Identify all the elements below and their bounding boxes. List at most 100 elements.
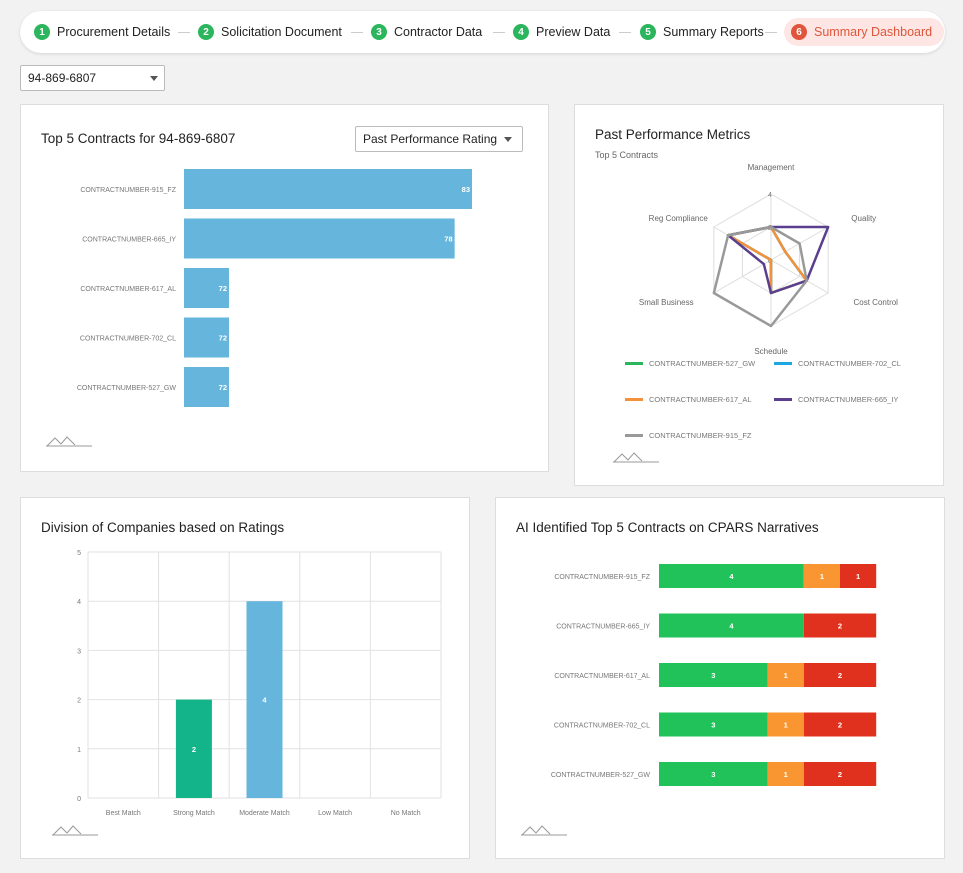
step-separator — [765, 32, 777, 33]
card-title: Past Performance Metrics — [595, 127, 751, 142]
legend-swatch — [774, 362, 792, 365]
step-number: 3 — [371, 24, 387, 40]
chart-logo-icon — [46, 436, 92, 447]
bar-value-label: 72 — [219, 284, 227, 293]
bar-value-label: 3 — [711, 721, 715, 730]
radar-spoke — [713, 259, 772, 294]
legend-item[interactable]: CONTRACTNUMBER-702_CL — [774, 359, 901, 368]
division-companies-card: Division of Companies based on Ratings 0… — [20, 497, 470, 859]
legend-label: CONTRACTNUMBER-702_CL — [798, 359, 901, 368]
uei-select-value: 94-869-6807 — [28, 71, 97, 85]
legend-item[interactable]: CONTRACTNUMBER-665_IY — [774, 395, 898, 404]
y-tick-label: 1 — [77, 747, 81, 754]
radar-axis-label: Cost Control — [854, 298, 899, 307]
chart-logo-icon — [613, 452, 659, 463]
bar-value-label: 2 — [192, 745, 196, 754]
step-number: 1 — [34, 24, 50, 40]
step-number: 2 — [198, 24, 214, 40]
bar-segment — [767, 762, 804, 786]
step-summary-reports[interactable]: 5 Summary Reports — [640, 20, 764, 44]
bar-value-label: 4 — [729, 572, 734, 581]
step-separator — [351, 32, 363, 33]
step-contractor-data[interactable]: 3 Contractor Data — [371, 20, 482, 44]
bar-value-label: 72 — [219, 383, 227, 392]
step-separator — [178, 32, 190, 33]
cpars-narratives-card: AI Identified Top 5 Contracts on CPARS N… — [495, 497, 945, 859]
bar-value-label: 78 — [444, 235, 452, 244]
card-title: Top 5 Contracts for 94-869-6807 — [41, 131, 236, 146]
chart-logo-icon — [521, 825, 567, 836]
step-label: Contractor Data — [394, 25, 483, 39]
bar-value-label: 2 — [838, 721, 842, 730]
bar-segment — [803, 762, 877, 786]
radar-spoke — [770, 259, 829, 294]
card-title: AI Identified Top 5 Contracts on CPARS N… — [516, 520, 819, 535]
step-number: 4 — [513, 24, 529, 40]
step-solicitation-document[interactable]: 2 Solicitation Document — [198, 20, 342, 44]
category-label: CONTRACTNUMBER-617_AL — [554, 673, 650, 680]
legend-item[interactable]: CONTRACTNUMBER-617_AL — [625, 395, 752, 404]
bar — [184, 169, 472, 209]
step-preview-data[interactable]: 4 Preview Data — [513, 20, 610, 44]
legend-swatch — [625, 398, 643, 401]
step-label: Summary Reports — [663, 25, 764, 39]
bar-segment — [803, 613, 877, 638]
step-number: 5 — [640, 24, 656, 40]
x-tick-label: Low Match — [318, 810, 352, 817]
legend-item[interactable]: CONTRACTNUMBER-527_GW — [625, 359, 755, 368]
radar-axis-label: Small Business — [639, 298, 694, 307]
radar-tick-label: 2 — [768, 225, 772, 232]
category-label: CONTRACTNUMBER-665_IY — [556, 624, 650, 631]
step-summary-dashboard[interactable]: 6 Summary Dashboard — [784, 18, 945, 46]
bar-segment — [767, 712, 804, 737]
category-label: CONTRACTNUMBER-915_FZ — [554, 574, 650, 581]
bar-value-label: 2 — [838, 622, 842, 631]
radar-axis-label: Quality — [851, 214, 876, 223]
card-subtitle: Top 5 Contracts — [595, 150, 659, 160]
step-procurement-details[interactable]: 1 Procurement Details — [34, 20, 170, 44]
bar-value-label: 3 — [711, 770, 715, 779]
x-tick-label: No Match — [391, 810, 421, 817]
chart-logo-icon — [52, 825, 98, 836]
legend-item[interactable]: CONTRACTNUMBER-915_FZ — [625, 431, 752, 440]
bar-segment — [803, 564, 840, 588]
metric-select[interactable]: Past Performance Rating — [355, 126, 523, 152]
category-label: CONTRACTNUMBER-665_IY — [82, 237, 176, 244]
legend-label: CONTRACTNUMBER-915_FZ — [649, 431, 752, 440]
bar-segment — [767, 663, 804, 687]
bar — [184, 317, 229, 358]
bar-value-label: 4 — [729, 622, 734, 631]
category-label: CONTRACTNUMBER-915_FZ — [80, 187, 176, 194]
legend-swatch — [625, 434, 643, 437]
radar-axis-label: Schedule — [754, 347, 788, 356]
metric-select-value: Past Performance Rating — [363, 132, 498, 146]
uei-select[interactable]: 94-869-6807 — [20, 65, 165, 91]
legend-label: CONTRACTNUMBER-527_GW — [649, 359, 756, 368]
bar — [175, 699, 212, 798]
x-tick-label: Moderate Match — [239, 810, 290, 817]
bar-value-label: 1 — [784, 671, 788, 680]
radar-tick-label: 4 — [768, 192, 772, 199]
bar-value-label: 4 — [262, 696, 267, 705]
category-label: CONTRACTNUMBER-527_GW — [551, 772, 651, 779]
bar-segment — [840, 564, 877, 588]
radar-axis-label: Reg Compliance — [649, 214, 709, 223]
category-label: CONTRACTNUMBER-702_CL — [80, 336, 176, 343]
bar-value-label: 2 — [838, 770, 842, 779]
step-label: Preview Data — [536, 25, 611, 39]
category-label: CONTRACTNUMBER-527_GW — [77, 385, 177, 392]
bar-segment — [659, 564, 804, 588]
step-label: Procurement Details — [57, 25, 171, 39]
top5-contracts-card: Top 5 Contracts for 94-869-6807 Past Per… — [20, 104, 549, 472]
legend-swatch — [774, 398, 792, 401]
legend-label: CONTRACTNUMBER-665_IY — [798, 395, 899, 404]
legend-label: CONTRACTNUMBER-617_AL — [649, 395, 752, 404]
bar-segment — [803, 663, 877, 687]
x-tick-label: Best Match — [106, 810, 141, 817]
stepper: 1 Procurement Details 2 Solicitation Docum… — [20, 11, 945, 53]
y-tick-label: 3 — [77, 648, 81, 655]
bar-segment — [659, 613, 804, 638]
bar-value-label: 3 — [711, 671, 715, 680]
radar-series-line — [712, 225, 808, 328]
y-tick-label: 2 — [77, 698, 81, 705]
